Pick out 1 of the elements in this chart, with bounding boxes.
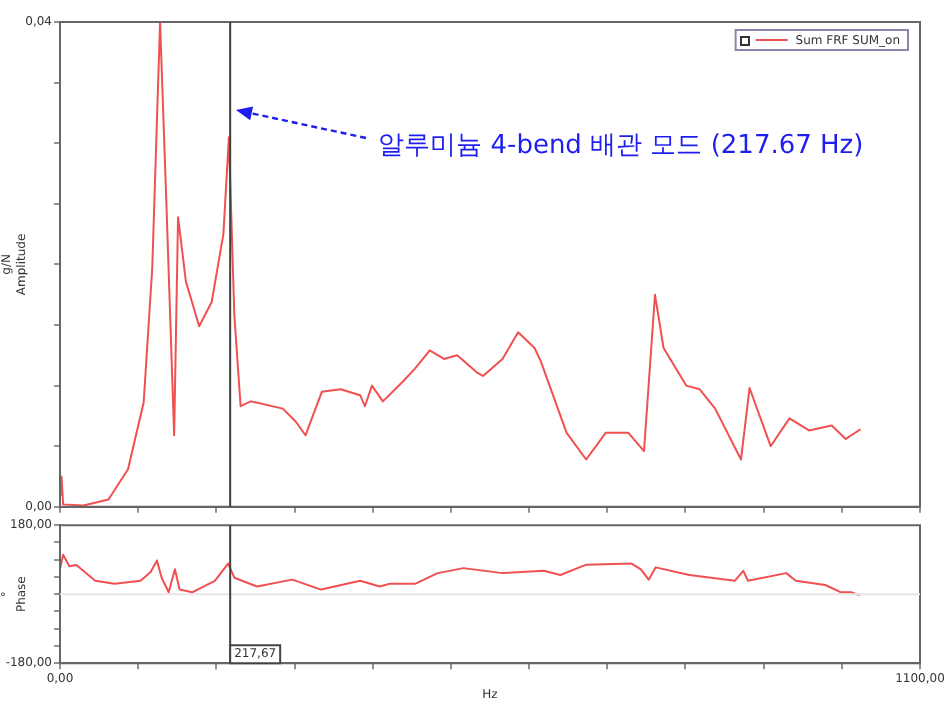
annotation: 알루미늄 4-bend 배관 모드 (217.67 Hz) [378,130,864,161]
